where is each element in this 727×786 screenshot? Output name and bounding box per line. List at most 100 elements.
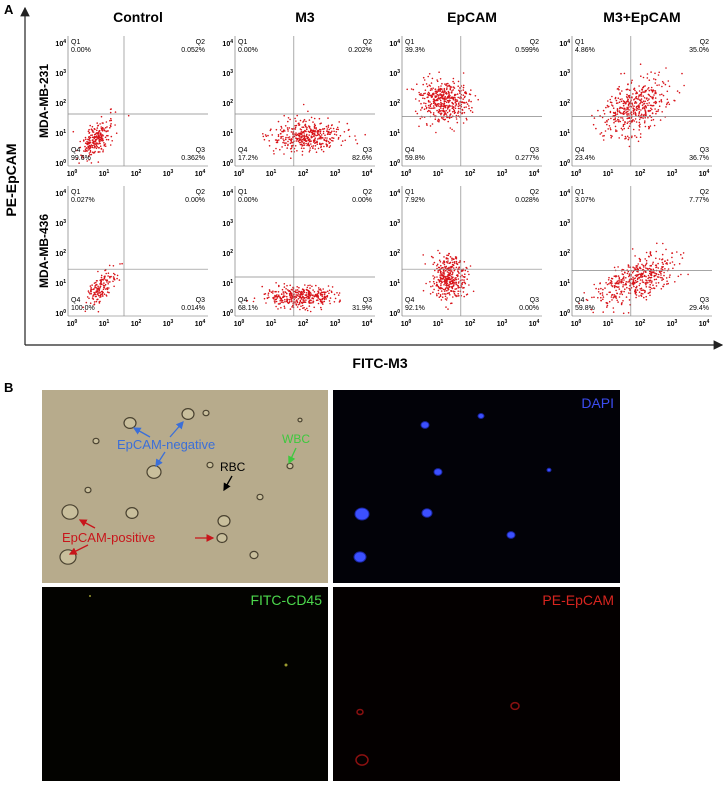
quadrant-value: 68.1% (238, 305, 258, 312)
tick-exponent: 2 (306, 319, 309, 325)
event-dot (653, 102, 655, 104)
event-dot (263, 136, 265, 138)
y-tick-label: 103 (559, 219, 570, 228)
event-dot (591, 297, 593, 299)
event-dot (88, 298, 90, 300)
event-dot (433, 278, 435, 280)
event-dot (449, 275, 451, 277)
event-dot (656, 264, 658, 266)
event-dot (302, 294, 304, 296)
event-dot (639, 95, 641, 97)
event-dot (330, 145, 332, 147)
event-dot (103, 289, 105, 291)
tick-base: 10 (55, 311, 63, 318)
event-dot (622, 117, 624, 119)
event-dot (604, 122, 606, 124)
event-dot (657, 276, 659, 278)
event-dot (442, 296, 444, 298)
event-dot (602, 294, 604, 296)
event-dot (427, 86, 429, 88)
event-dot (626, 281, 628, 283)
tick-base: 10 (131, 321, 139, 328)
event-dot (110, 126, 112, 128)
event-dot (638, 277, 640, 279)
event-dot (660, 119, 662, 121)
event-dot (357, 143, 359, 145)
y-tick-label: 103 (559, 69, 570, 78)
event-dot (320, 307, 322, 309)
event-dot (633, 129, 635, 131)
event-dot (667, 99, 669, 101)
event-dot (430, 125, 432, 127)
event-dot (455, 108, 457, 110)
tick-base: 10 (559, 251, 567, 258)
tick-base: 10 (497, 321, 505, 328)
event-dot (458, 287, 460, 289)
event-dot (92, 126, 94, 128)
event-dot (90, 285, 92, 287)
event-dot (90, 291, 92, 293)
event-dot (669, 276, 671, 278)
event-dot (622, 284, 624, 286)
event-dot (662, 286, 664, 288)
tick-base: 10 (330, 171, 338, 178)
tick-base: 10 (401, 321, 409, 328)
event-dot (443, 262, 445, 264)
y-tick-label: 100 (559, 309, 570, 318)
event-dot (647, 110, 649, 112)
event-dot (454, 113, 456, 115)
event-dot (617, 102, 619, 104)
event-dot (648, 87, 650, 89)
event-dot (95, 282, 97, 284)
event-dot (647, 278, 649, 280)
event-dot (100, 134, 102, 136)
event-dot (89, 132, 91, 134)
event-dot (654, 279, 656, 281)
tick-exponent: 4 (567, 189, 570, 195)
event-dot (93, 294, 95, 296)
event-dot (622, 278, 624, 280)
event-dot (324, 128, 326, 130)
quadrant-value: 99.6% (71, 155, 91, 162)
event-dot (641, 89, 643, 91)
event-dot (639, 260, 641, 262)
tick-exponent: 0 (567, 159, 570, 165)
event-dot (448, 253, 450, 255)
event-dot (612, 294, 614, 296)
event-dot (650, 110, 652, 112)
event-dot (453, 264, 455, 266)
event-dot (303, 126, 305, 128)
x-tick-label: 101 (433, 169, 444, 178)
event-dot (443, 97, 445, 99)
event-dot (433, 112, 435, 114)
event-dot (319, 118, 321, 120)
quadrant-name: Q4 (71, 297, 80, 304)
event-dot (319, 137, 321, 139)
event-dot (611, 283, 613, 285)
event-dot (320, 299, 322, 301)
event-dot (281, 298, 283, 300)
event-dot (661, 86, 663, 88)
event-dot (656, 111, 658, 113)
y-tick-label: 103 (222, 219, 233, 228)
event-dot (295, 132, 297, 134)
event-dot (656, 279, 658, 281)
x-tick-label: 104 (699, 169, 710, 178)
event-dot (613, 107, 615, 109)
event-dot (97, 293, 99, 295)
event-dot (638, 85, 640, 87)
event-dot (291, 138, 293, 140)
event-dot (364, 134, 366, 136)
event-dot (291, 293, 293, 295)
event-dot (314, 148, 316, 150)
event-dot (628, 102, 630, 104)
quadrant-value: 4.86% (575, 47, 595, 54)
event-dot (94, 301, 96, 303)
event-dot (420, 109, 422, 111)
event-dot (680, 274, 682, 276)
event-dot (672, 252, 674, 254)
event-dot (323, 151, 325, 153)
event-dot (99, 123, 101, 125)
event-dot (619, 112, 621, 114)
event-dot (645, 267, 647, 269)
